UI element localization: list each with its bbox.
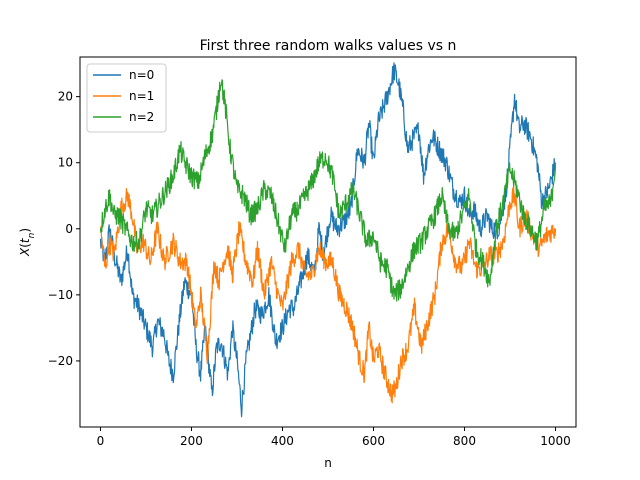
x-tick-label: 1000 bbox=[540, 434, 571, 448]
x-tick-label: 400 bbox=[271, 434, 294, 448]
x-axis: 0 200 400 600 800 1000 bbox=[97, 427, 571, 448]
y-tick-label: −10 bbox=[48, 288, 73, 302]
legend-label-n-2: n=2 bbox=[129, 110, 154, 124]
series-line-n-2 bbox=[99, 79, 557, 302]
chart-title: First three random walks values vs n bbox=[200, 38, 457, 54]
y-axis-label-subscript: n bbox=[27, 232, 37, 238]
x-axis-label: n bbox=[324, 456, 332, 470]
legend-label-n-0: n=0 bbox=[129, 68, 154, 82]
series-line-n-0 bbox=[99, 62, 557, 418]
y-axis-label-var: X bbox=[18, 247, 32, 257]
y-tick-label: −20 bbox=[48, 354, 73, 368]
y-axis: −20 −10 0 10 20 bbox=[48, 90, 80, 368]
plot-area-frame bbox=[79, 56, 577, 428]
y-axis-label: X(tn) bbox=[18, 228, 37, 257]
y-axis-label-arg: t bbox=[18, 237, 32, 243]
series-line-n-1 bbox=[99, 186, 557, 404]
legend-box bbox=[86, 63, 167, 133]
x-tick-label: 800 bbox=[453, 434, 476, 448]
x-tick-label: 200 bbox=[180, 434, 203, 448]
series-layer bbox=[99, 62, 557, 418]
y-axis-label-paren-close: ) bbox=[18, 228, 32, 233]
legend: n=0 n=1 n=2 bbox=[86, 63, 167, 133]
y-tick-label: 20 bbox=[58, 90, 73, 104]
y-axis-label-paren-open: ( bbox=[18, 243, 32, 248]
y-tick-label: 0 bbox=[65, 222, 73, 236]
x-tick-label: 600 bbox=[362, 434, 385, 448]
x-tick-label: 0 bbox=[97, 434, 105, 448]
legend-label-n-1: n=1 bbox=[129, 89, 154, 103]
y-tick-label: 10 bbox=[58, 156, 73, 170]
